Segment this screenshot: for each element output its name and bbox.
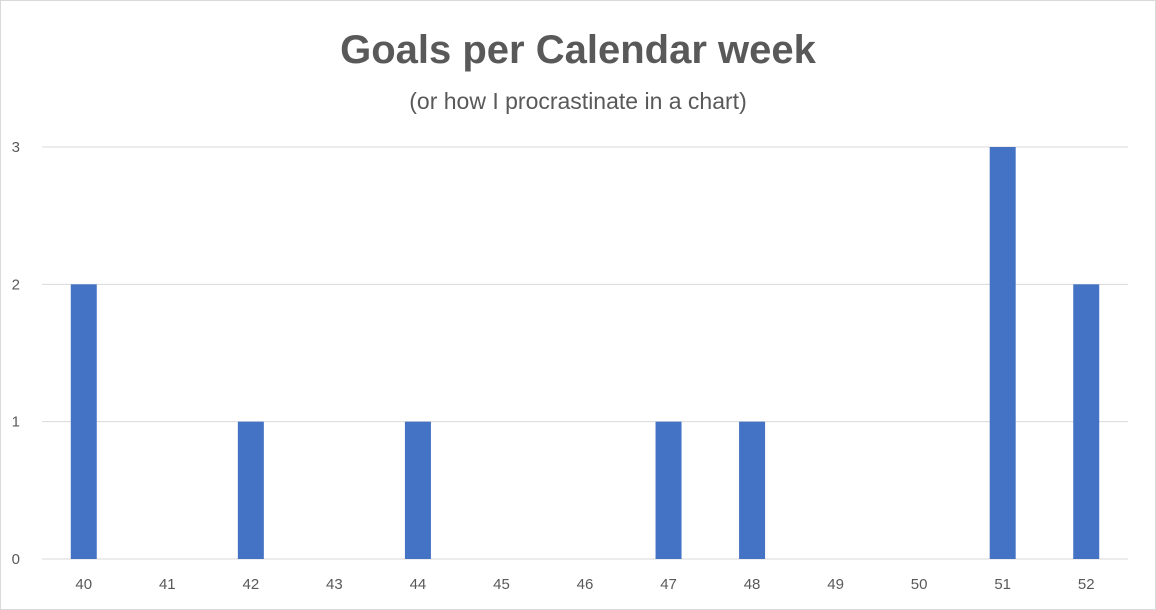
y-tick-label: 2 (12, 276, 20, 293)
x-tick-label: 49 (827, 576, 844, 593)
chart-subtitle: (or how I procrastinate in a chart) (409, 88, 747, 114)
bar-week-47 (655, 421, 682, 559)
x-tick-label: 43 (326, 576, 343, 593)
x-axis-ticks: 40 41 42 43 44 45 46 47 48 49 50 51 52 (75, 576, 1094, 593)
bar-week-51 (989, 147, 1016, 559)
bar-week-52 (1073, 284, 1100, 559)
x-tick-label: 47 (660, 576, 677, 593)
bar-week-40 (70, 284, 97, 559)
x-tick-label: 42 (243, 576, 260, 593)
x-tick-label: 46 (577, 576, 594, 593)
y-tick-label: 3 (12, 139, 20, 156)
y-tick-label: 1 (12, 414, 20, 431)
x-tick-label: 44 (410, 576, 427, 593)
bar-week-42 (237, 421, 264, 559)
x-tick-label: 51 (994, 576, 1011, 593)
y-tick-label: 0 (12, 551, 20, 568)
bar-week-48 (739, 421, 766, 559)
x-tick-label: 41 (159, 576, 176, 593)
x-tick-label: 50 (911, 576, 928, 593)
x-tick-label: 45 (493, 576, 510, 593)
y-axis-ticks: 0 1 2 3 (12, 139, 20, 568)
x-tick-label: 52 (1078, 576, 1095, 593)
x-tick-label: 40 (75, 576, 92, 593)
x-tick-label: 48 (744, 576, 761, 593)
bars (70, 147, 1100, 559)
chart-title: Goals per Calendar week (340, 28, 816, 72)
bar-week-44 (404, 421, 431, 559)
gridlines (42, 146, 1128, 560)
